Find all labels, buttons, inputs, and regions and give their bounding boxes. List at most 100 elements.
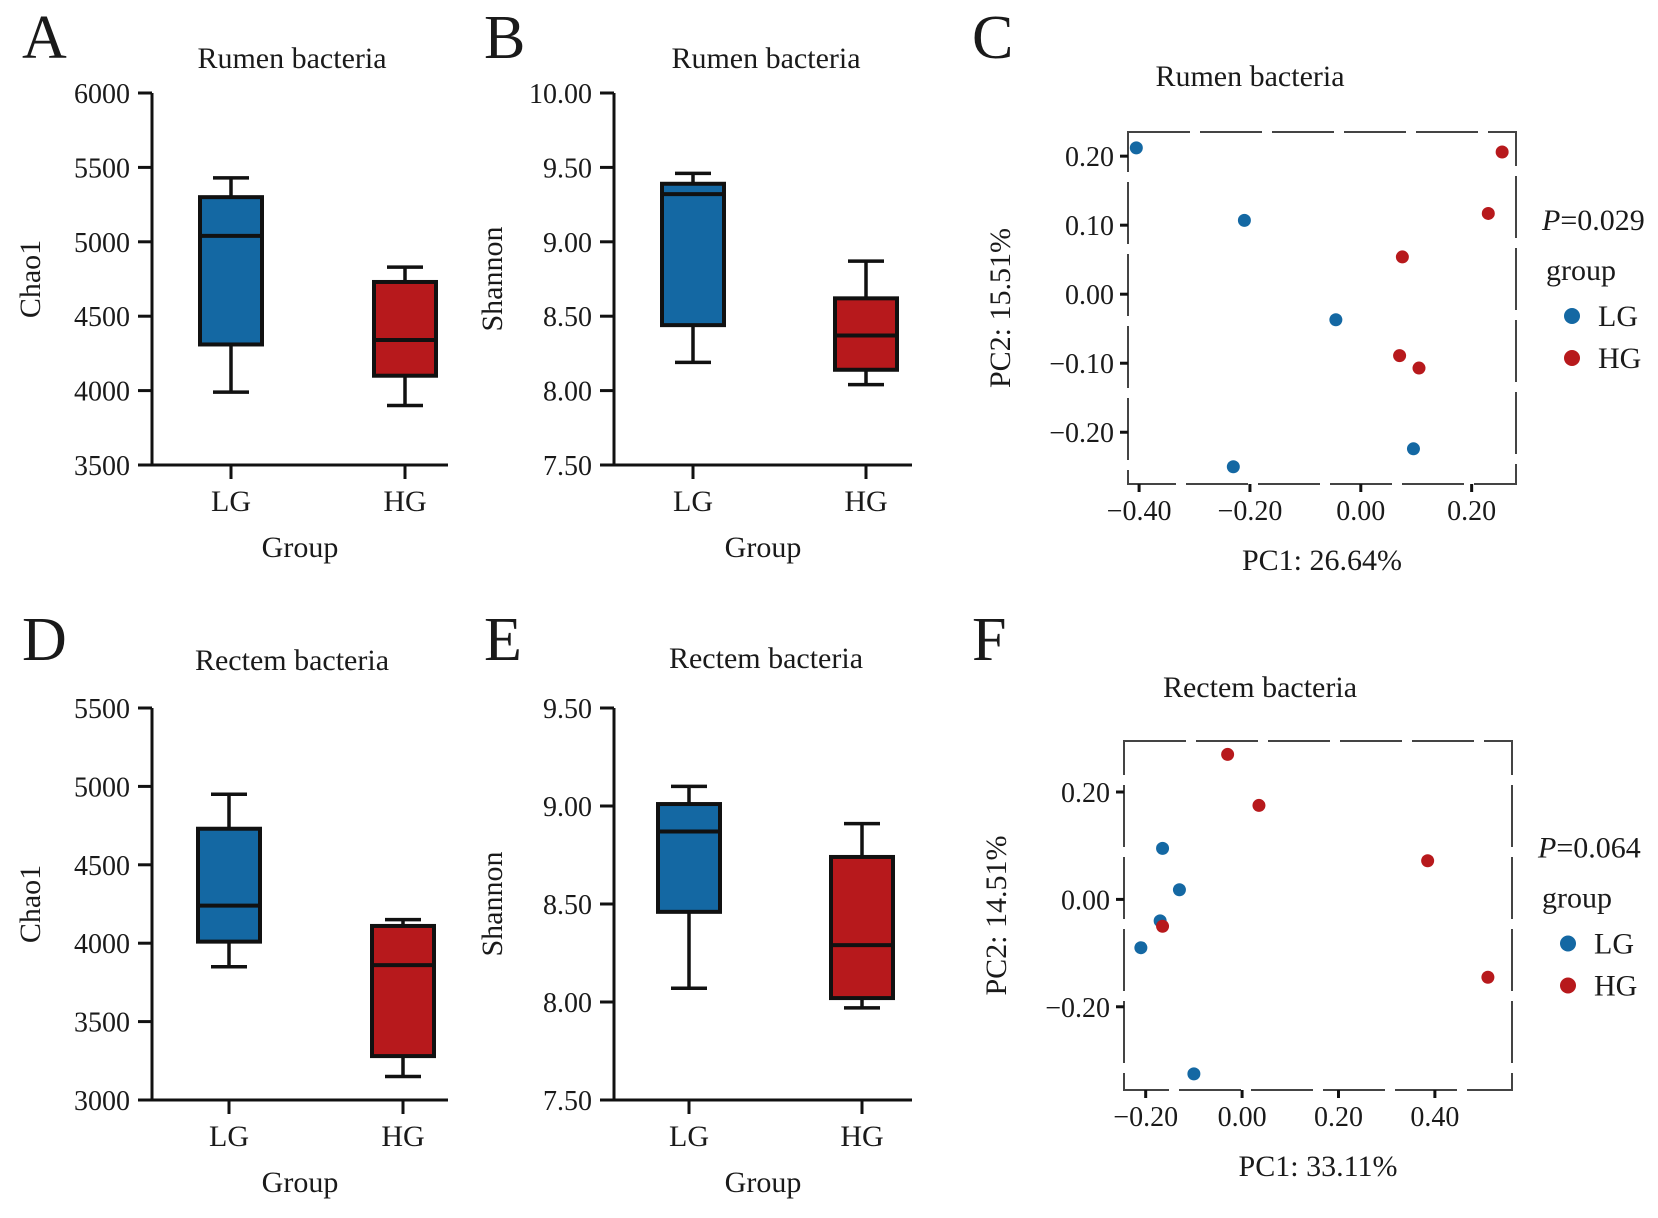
y-tick-label: 0.20 <box>1061 778 1110 809</box>
x-tick-label: −0.20 <box>1218 496 1283 527</box>
box-hg <box>833 259 899 387</box>
point-lg <box>1134 941 1148 955</box>
iqr-box <box>656 802 722 914</box>
y-tick-label: 0.10 <box>1065 211 1114 242</box>
y-axis-label: Shannon <box>476 852 509 957</box>
point-lg <box>1237 213 1251 227</box>
panel-a: A Rumen bacteria 3500 4000 4500 5000 5500 6000 L… <box>14 4 448 564</box>
y-tick-label: 4500 <box>74 302 130 333</box>
panel-letter: C <box>972 4 1013 72</box>
x-tick-label: −0.40 <box>1107 496 1172 527</box>
y-tick-label: 7.50 <box>543 451 592 482</box>
chart-title: Rumen bacteria <box>1155 60 1344 93</box>
chart-title: Rectem bacteria <box>195 644 389 677</box>
x-tick-label: HG <box>381 1120 424 1153</box>
x-tick-label: 0.40 <box>1410 1102 1459 1133</box>
p-value-label: P=0.064 <box>1537 832 1641 865</box>
box-lg <box>660 171 726 365</box>
panel-letter: F <box>972 606 1006 674</box>
iqr-box <box>660 181 726 328</box>
x-axis-label: Group <box>725 1166 802 1199</box>
point-lg <box>1129 141 1143 155</box>
iqr-box <box>372 279 438 378</box>
point-lg <box>1329 313 1343 327</box>
x-axis-label: PC1: 26.64% <box>1242 544 1402 577</box>
legend-marker-hg <box>1560 977 1576 994</box>
point-hg <box>1421 854 1435 868</box>
x-axis-label: PC1: 33.11% <box>1239 1150 1398 1183</box>
legend-title: group <box>1546 254 1616 287</box>
chart-title: Rumen bacteria <box>197 42 386 75</box>
y-tick-label: 10.00 <box>529 79 592 110</box>
x-tick-label: HG <box>383 485 426 518</box>
y-axis-label: Chao1 <box>14 240 47 318</box>
x-axis-label: Group <box>725 531 802 564</box>
point-hg <box>1395 250 1409 264</box>
y-tick-label: 8.00 <box>543 377 592 408</box>
x-tick-label: LG <box>673 485 713 518</box>
p-value-label: P=0.029 <box>1541 204 1645 237</box>
box-hg <box>372 265 438 408</box>
point-hg <box>1252 798 1266 812</box>
panel-d: D Rectem bacteria 3000 3500 4000 4500 5000 5500… <box>14 606 448 1199</box>
x-tick-label: 0.00 <box>1336 496 1385 527</box>
y-tick-label: 4000 <box>74 929 130 960</box>
x-tick-label: LG <box>211 485 251 518</box>
point-hg <box>1393 349 1407 363</box>
point-lg <box>1226 460 1240 474</box>
panel-e: E Rectem bacteria 7.50 8.00 8.50 9.00 9.50 LG HG… <box>476 606 912 1199</box>
point-lg <box>1406 442 1420 456</box>
point-lg <box>1156 841 1170 855</box>
x-tick-label: HG <box>844 485 887 518</box>
y-tick-label: 0.20 <box>1065 142 1114 173</box>
y-tick-label: 8.50 <box>543 302 592 333</box>
point-hg <box>1156 919 1170 933</box>
legend-title: group <box>1542 882 1612 915</box>
plot-frame <box>1123 740 1513 1091</box>
panel-f: F Rectem bacteria −0.20 0.00 0.20 0.40 0.20 0.0… <box>972 606 1641 1183</box>
chart-title: Rectem bacteria <box>1163 671 1357 704</box>
y-tick-label: 7.50 <box>543 1086 592 1117</box>
box-lg <box>198 176 264 394</box>
x-tick-label: HG <box>840 1120 883 1153</box>
y-tick-label: 9.50 <box>543 694 592 725</box>
legend-label: LG <box>1598 300 1638 333</box>
y-tick-label: 3500 <box>74 451 130 482</box>
y-tick-label: 3500 <box>74 1008 130 1039</box>
legend-label: HG <box>1594 970 1637 1003</box>
plot-frame <box>1127 131 1517 485</box>
y-tick-label: 9.00 <box>543 228 592 259</box>
y-tick-label: 5500 <box>74 694 130 725</box>
legend-marker-hg <box>1564 350 1580 366</box>
box-hg <box>829 821 895 1010</box>
panel-letter: D <box>22 606 67 674</box>
iqr-box <box>198 195 264 347</box>
y-tick-label: 9.00 <box>543 792 592 823</box>
point-hg <box>1481 970 1495 984</box>
point-hg <box>1412 361 1426 375</box>
panel-letter: B <box>484 4 525 72</box>
y-tick-label: −0.10 <box>1049 349 1114 380</box>
iqr-box <box>370 923 436 1059</box>
chart-title: Rumen bacteria <box>671 42 860 75</box>
y-tick-label: 4000 <box>74 377 130 408</box>
legend-label: HG <box>1598 342 1641 375</box>
y-tick-label: 5500 <box>74 153 130 184</box>
y-tick-label: 0.00 <box>1065 280 1114 311</box>
p-value: =0.064 <box>1556 832 1640 865</box>
legend-marker-lg <box>1560 935 1576 952</box>
point-hg <box>1495 145 1509 159</box>
panel-letter: E <box>484 606 522 674</box>
x-axis-label: Group <box>262 1166 339 1199</box>
y-axis-label: PC2: 15.51% <box>984 228 1017 388</box>
y-axis-label: PC2: 14.51% <box>980 835 1013 995</box>
y-tick-label: 4500 <box>74 851 130 882</box>
chart-title: Rectem bacteria <box>669 642 863 675</box>
y-tick-label: 5000 <box>74 228 130 259</box>
x-tick-label: 0.00 <box>1218 1102 1267 1133</box>
box-hg <box>370 917 436 1079</box>
y-axis-label: Chao1 <box>14 865 47 943</box>
x-tick-label: 0.20 <box>1314 1102 1363 1133</box>
x-tick-label: 0.20 <box>1447 496 1496 527</box>
y-tick-label: 6000 <box>74 79 130 110</box>
